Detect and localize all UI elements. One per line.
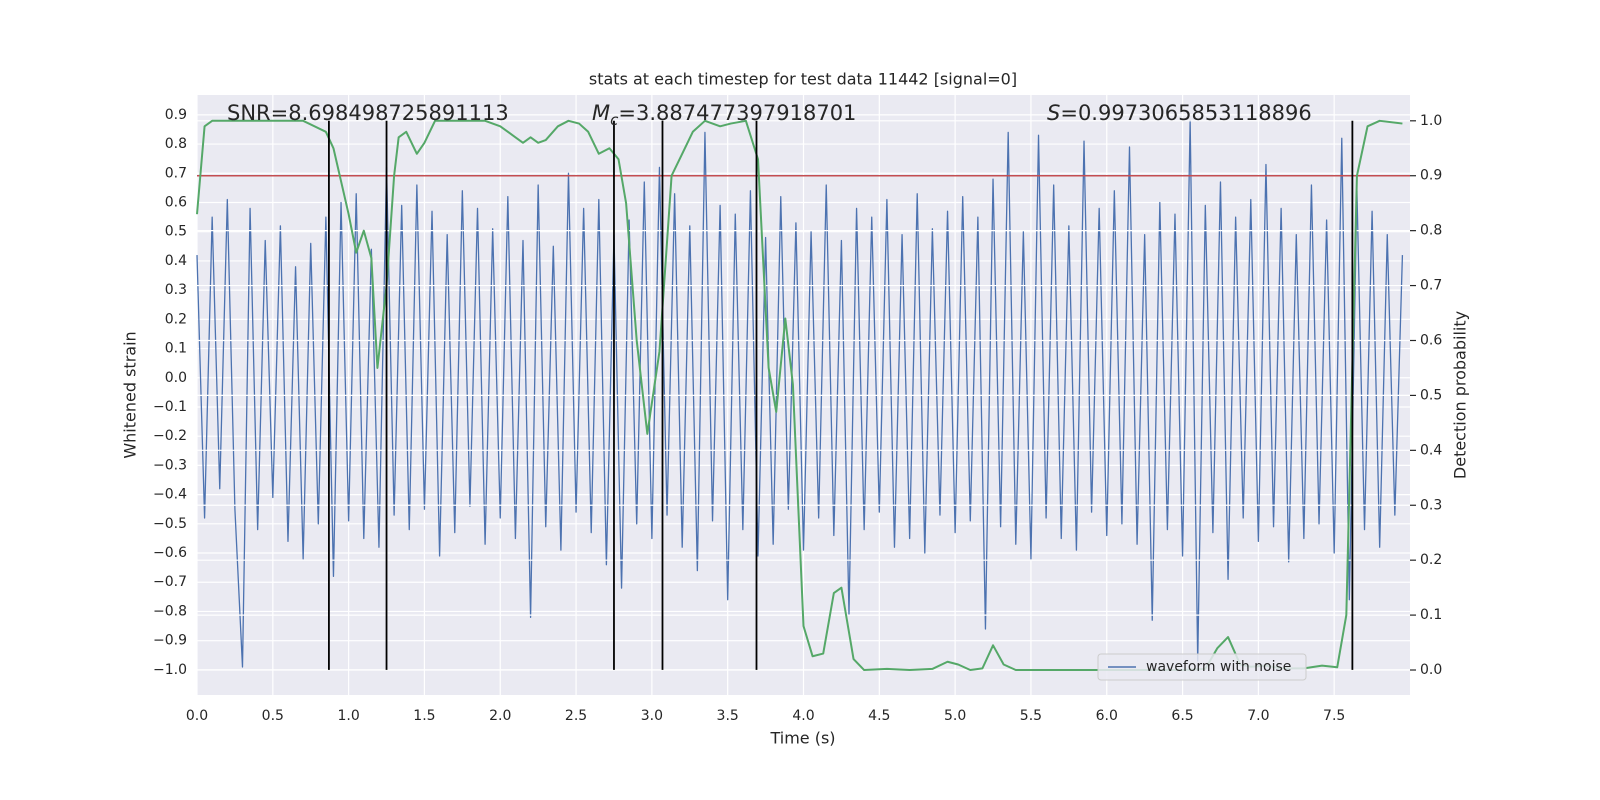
- y-tick-label: 0.9: [165, 107, 187, 123]
- y-tick-label: −0.2: [153, 428, 187, 444]
- y-tick-label: −0.9: [153, 633, 187, 649]
- y-tick-label: −0.6: [153, 545, 187, 561]
- x-tick-label: 4.5: [868, 708, 890, 724]
- annotation-text: SNR=8.698498725891113: [227, 101, 509, 125]
- x-tick-label: 2.5: [565, 708, 587, 724]
- y-tick-label: −0.4: [153, 487, 187, 503]
- annotation: SNR=8.698498725891113: [227, 101, 509, 125]
- chart-title: stats at each timestep for test data 114…: [589, 70, 1017, 89]
- y2-tick-label: 0.0: [1420, 662, 1442, 678]
- legend-box: [1097, 653, 1307, 681]
- y2-tick-label: 0.7: [1420, 278, 1442, 294]
- annotation-subscript: c: [610, 111, 619, 129]
- y2-tick-label: 0.8: [1420, 223, 1442, 239]
- y-tick-label: −0.5: [153, 516, 187, 532]
- y-tick-label: 0.4: [165, 253, 187, 269]
- annotation-text: =0.9973065853118896: [1060, 101, 1311, 125]
- annotation: Mc=3.887477397918701: [592, 101, 856, 129]
- x-tick-label: 1.5: [413, 708, 435, 724]
- x-tick-label: 5.5: [1020, 708, 1042, 724]
- y2-tick-label: 0.5: [1420, 387, 1442, 403]
- x-tick-label: 4.0: [792, 708, 814, 724]
- annotation-text: =3.887477397918701: [618, 101, 856, 125]
- y-tick-label: −1.0: [153, 662, 187, 678]
- annotation: S=0.9973065853118896: [1047, 101, 1312, 125]
- x-tick-label: 6.5: [1171, 708, 1193, 724]
- series-line: [196, 120, 1404, 668]
- y-tick-label: 0.6: [165, 194, 187, 210]
- x-tick-label: 6.0: [1096, 708, 1118, 724]
- x-axis-label: Time (s): [769, 729, 835, 748]
- y2-tick-label: 0.4: [1420, 442, 1442, 458]
- x-tick-label: 5.0: [944, 708, 966, 724]
- x-tick-label: 1.0: [337, 708, 359, 724]
- legend-label: waveform with noise: [1146, 659, 1291, 675]
- y2-tick-label: 1.0: [1420, 113, 1442, 129]
- y-tick-label: 0.7: [165, 165, 187, 181]
- y2-tick-label: 0.9: [1420, 168, 1442, 184]
- y-tick-label: 0.0: [165, 370, 187, 386]
- x-tick-label: 3.0: [641, 708, 663, 724]
- y-tick-label: 0.2: [165, 311, 187, 327]
- y-axis-label: Whitened strain: [121, 331, 140, 458]
- y2-tick-label: 0.6: [1420, 332, 1442, 348]
- y2-tick-label: 0.2: [1420, 552, 1442, 568]
- y-tick-label: 0.8: [165, 136, 187, 152]
- y2-tick-label: 0.3: [1420, 497, 1442, 513]
- x-tick-label: 2.0: [489, 708, 511, 724]
- y-tick-label: −0.7: [153, 574, 187, 590]
- y2-axis-label: Detection probability: [1451, 311, 1470, 479]
- y2-tick-label: 0.1: [1420, 607, 1442, 623]
- y-tick-label: −0.8: [153, 603, 187, 619]
- y-tick-label: −0.1: [153, 399, 187, 415]
- x-tick-label: 0.5: [262, 708, 284, 724]
- y-tick-label: 0.1: [165, 341, 187, 357]
- x-tick-label: 0.0: [186, 708, 208, 724]
- x-tick-label: 3.5: [717, 708, 739, 724]
- x-tick-label: 7.5: [1323, 708, 1345, 724]
- annotation-symbol: S: [1047, 101, 1060, 125]
- x-tick-label: 7.0: [1247, 708, 1269, 724]
- annotation-symbol: M: [592, 101, 610, 125]
- y-tick-label: 0.3: [165, 282, 187, 298]
- y-tick-label: 0.5: [165, 224, 187, 240]
- y-tick-label: −0.3: [153, 457, 187, 473]
